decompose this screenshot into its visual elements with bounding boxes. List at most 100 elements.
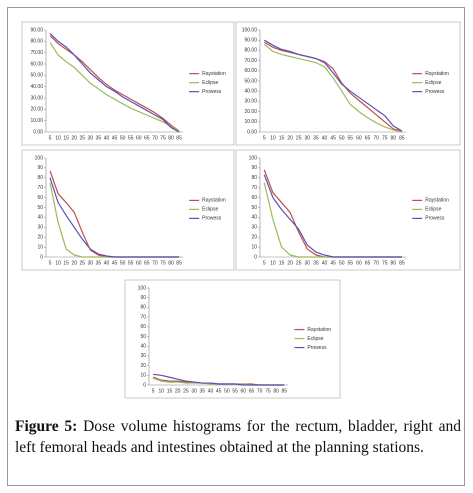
legend-label: Raystation	[202, 71, 226, 77]
x-tick-label: 60	[136, 260, 142, 266]
x-tick-label: 75	[265, 388, 271, 394]
x-tick-label: 65	[365, 260, 371, 266]
x-tick-label: 5	[263, 135, 266, 141]
x-tick-label: 30	[88, 135, 94, 141]
x-tick-label: 5	[263, 260, 266, 266]
y-tick-label: 30.00	[30, 95, 43, 101]
legend-label: Eclipse	[202, 207, 218, 213]
x-tick-label: 70	[257, 388, 263, 394]
chart-panel: 0.00 10.00 20.00 30.00 40.00 50.00 60.00 70.00 8…	[21, 21, 235, 146]
y-tick-label: 70	[140, 314, 146, 320]
y-tick-label: 100	[35, 155, 44, 161]
x-tick-label: 60	[356, 260, 362, 266]
x-tick-label: 35	[313, 260, 319, 266]
x-tick-label: 45	[330, 260, 336, 266]
x-tick-label: 75	[160, 260, 166, 266]
x-tick-label: 70	[373, 260, 379, 266]
y-tick-label: 0.00	[247, 129, 257, 135]
x-tick-label: 80	[273, 388, 279, 394]
x-tick-label: 75	[382, 135, 388, 141]
x-tick-label: 25	[296, 260, 302, 266]
x-tick-label: 20	[71, 260, 77, 266]
y-tick-label: 100	[249, 155, 258, 161]
panel-border	[235, 149, 461, 271]
x-tick-label: 30	[305, 260, 311, 266]
y-tick-label: 50	[251, 205, 257, 211]
x-tick-label: 55	[348, 260, 354, 266]
x-tick-label: 45	[112, 260, 118, 266]
y-tick-label: 90	[251, 165, 257, 171]
legend-label: Raystation	[202, 198, 226, 204]
legend-label: Raystation	[307, 327, 331, 333]
x-tick-label: 55	[348, 135, 354, 141]
x-tick-label: 25	[80, 135, 86, 141]
y-tick-label: 80	[37, 175, 43, 181]
y-tick-label: 90.00	[30, 27, 43, 33]
y-tick-label: 10	[37, 244, 43, 250]
y-tick-label: 90	[140, 295, 146, 301]
series-line	[153, 373, 285, 386]
y-tick-label: 0.00	[33, 129, 43, 135]
x-tick-label: 20	[175, 388, 181, 394]
x-tick-label: 45	[330, 135, 336, 141]
y-tick-label: 60	[251, 195, 257, 201]
y-tick-label: 60	[140, 324, 146, 330]
y-tick-label: 10	[251, 244, 257, 250]
y-tick-label: 20.00	[244, 109, 257, 115]
x-tick-label: 35	[96, 260, 102, 266]
caption: Figure 5: Dose volume histograms for the…	[15, 416, 461, 458]
x-tick-label: 85	[176, 260, 182, 266]
legend-label: Prowess	[425, 216, 445, 222]
legend-label: Prowess	[202, 89, 222, 95]
legend-label: Prowess	[307, 345, 327, 351]
x-tick-label: 15	[167, 388, 173, 394]
x-tick-label: 80	[391, 260, 397, 266]
y-tick-label: 90	[37, 165, 43, 171]
caption-label: Figure 5:	[15, 418, 78, 435]
y-tick-label: 40	[37, 215, 43, 221]
legend-label: Eclipse	[202, 80, 218, 86]
x-tick-label: 65	[365, 135, 371, 141]
x-tick-label: 35	[200, 388, 206, 394]
x-tick-label: 5	[152, 388, 155, 394]
x-tick-label: 70	[152, 260, 158, 266]
y-tick-label: 60.00	[30, 61, 43, 67]
legend-label: Eclipse	[307, 336, 323, 342]
y-tick-label: 70.00	[30, 50, 43, 56]
x-tick-label: 25	[296, 135, 302, 141]
y-tick-label: 60.00	[244, 68, 257, 74]
y-tick-label: 50.00	[30, 73, 43, 79]
series-line	[49, 177, 180, 258]
y-tick-label: 50	[37, 205, 43, 211]
x-tick-label: 70	[152, 135, 158, 141]
x-tick-label: 25	[80, 260, 86, 266]
x-tick-label: 80	[391, 135, 397, 141]
y-tick-label: 40	[251, 215, 257, 221]
legend-label: Eclipse	[425, 207, 441, 213]
x-tick-label: 85	[176, 135, 182, 141]
x-tick-label: 15	[63, 135, 69, 141]
x-tick-label: 80	[168, 260, 174, 266]
y-tick-label: 50.00	[244, 78, 257, 84]
y-tick-label: 20.00	[30, 107, 43, 113]
x-tick-label: 10	[270, 260, 276, 266]
y-tick-label: 20	[251, 235, 257, 241]
x-tick-label: 10	[55, 260, 61, 266]
x-tick-label: 30	[191, 388, 197, 394]
x-tick-label: 20	[287, 135, 293, 141]
y-tick-label: 20	[140, 363, 146, 369]
x-tick-label: 40	[322, 260, 328, 266]
x-tick-label: 40	[104, 260, 110, 266]
x-tick-label: 75	[382, 260, 388, 266]
series-line	[49, 42, 180, 132]
x-tick-label: 30	[88, 260, 94, 266]
x-tick-label: 80	[168, 135, 174, 141]
series-line	[263, 39, 403, 132]
series-line	[263, 43, 403, 133]
x-tick-label: 10	[270, 135, 276, 141]
y-tick-label: 70	[37, 185, 43, 191]
